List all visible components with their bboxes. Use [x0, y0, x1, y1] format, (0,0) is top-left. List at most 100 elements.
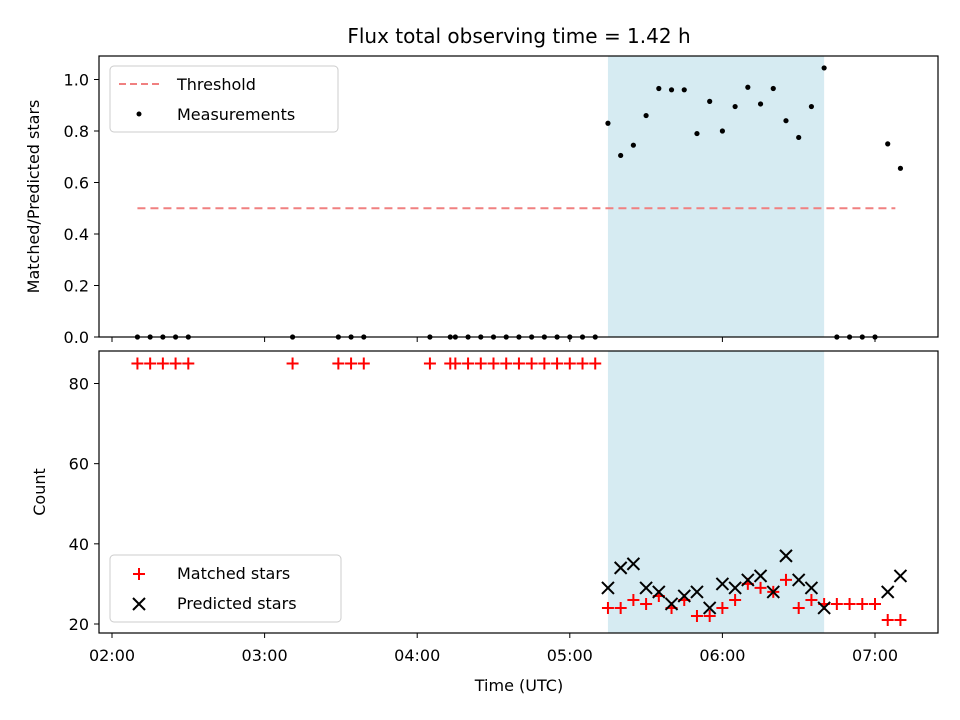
chart-title: Flux total observing time = 1.42 h: [347, 24, 690, 48]
y-tick-label: 0.6: [64, 174, 89, 193]
y-tick-label: 0.2: [64, 277, 89, 296]
bottom-legend: Matched stars Predicted stars: [109, 554, 342, 623]
matched-star-marker: [589, 357, 602, 370]
predicted-star-marker: [715, 577, 730, 591]
measurement-point: [885, 141, 891, 147]
top-y-axis-label: Matched/Predicted stars: [24, 100, 43, 294]
matched-star-marker: [703, 609, 716, 622]
predicted-star-marker: [766, 585, 780, 599]
predicted-star-marker: [791, 573, 806, 587]
predicted-star-marker: [677, 589, 691, 603]
top-x-tick-marks: [111, 337, 876, 342]
measurement-point: [783, 118, 789, 124]
measurement-points: [134, 65, 904, 340]
matched-star-marker: [449, 357, 462, 370]
predicted-star-marker: [690, 585, 704, 599]
x-tick-label: 07:00: [852, 646, 898, 665]
matched-star-marker: [881, 613, 894, 626]
measurement-point: [630, 142, 636, 148]
predicted-star-marker: [779, 549, 793, 563]
predicted-star-marker: [702, 601, 717, 615]
measurement-point: [681, 87, 687, 93]
predicted-star-marker: [817, 601, 831, 615]
y-tick-label: 0.0: [64, 328, 89, 347]
matched-star-marker: [779, 573, 792, 586]
matched-star-marker: [131, 357, 144, 370]
bottom-axes-frame: [98, 350, 939, 634]
predicted-star-marker: [804, 581, 819, 595]
legend-predicted-label: Predicted stars: [177, 594, 297, 613]
measurement-point: [656, 85, 662, 92]
matched-star-marker: [286, 357, 299, 370]
matched-star-marker: [538, 357, 551, 370]
x-tick-label: 06:00: [699, 646, 745, 665]
y-tick-label: 80: [69, 375, 89, 394]
legend-predicted-swatch: [132, 597, 146, 611]
matched-star-marker: [805, 593, 818, 606]
predicted-star-markers: [601, 549, 908, 615]
measurement-point: [897, 165, 904, 171]
y-tick-label: 0.4: [64, 225, 89, 244]
matched-star-marker: [627, 593, 640, 606]
x-tick-label: 04:00: [394, 646, 440, 665]
matched-star-marker: [856, 597, 869, 610]
y-tick-label: 40: [69, 535, 89, 554]
matched-star-marker: [869, 597, 881, 610]
predicted-star-marker: [626, 557, 641, 571]
top-y-ticks: 0.0 0.2 0.4 0.6 0.8 1.0: [64, 71, 99, 347]
matched-star-marker: [332, 357, 345, 370]
top-highlight-span: [607, 56, 825, 337]
matched-star-marker: [792, 601, 805, 614]
measurement-point: [719, 128, 726, 134]
matched-star-marker: [640, 597, 653, 610]
matched-star-marker: [474, 357, 487, 370]
predicted-star-marker: [652, 585, 666, 599]
matched-star-marker: [830, 597, 843, 610]
predicted-star-marker: [639, 581, 653, 595]
matched-star-marker: [156, 357, 169, 370]
matched-star-marker: [462, 357, 475, 370]
matched-star-marker: [894, 613, 907, 626]
top-panel: 0.0 0.2 0.4 0.6 0.8 1.0 Matched/Predicted sta…: [24, 55, 939, 347]
matched-star-marker: [345, 357, 358, 370]
bottom-x-ticks: 02:00 03:00 04:00 05:00 06:00 07:00: [89, 633, 898, 665]
measurement-point: [668, 87, 675, 93]
measurement-point: [757, 101, 764, 107]
matched-star-marker: [614, 601, 627, 614]
matched-star-marker: [563, 357, 576, 370]
predicted-star-marker: [728, 581, 742, 595]
measurement-point: [770, 85, 776, 92]
legend-threshold-label: Threshold: [176, 75, 256, 94]
matched-star-marker: [551, 357, 564, 370]
matched-star-marker: [144, 357, 157, 370]
matched-star-marker: [576, 357, 589, 370]
matched-star-marker: [843, 597, 856, 610]
predicted-star-marker: [881, 585, 895, 599]
predicted-star-marker: [613, 561, 628, 575]
measurement-point: [605, 120, 611, 126]
matched-star-marker: [690, 609, 703, 622]
matched-star-marker: [729, 593, 742, 606]
x-tick-label: 05:00: [547, 646, 593, 665]
measurement-point: [732, 103, 738, 110]
measurement-point: [821, 65, 827, 71]
matched-star-marker: [500, 357, 513, 370]
matched-star-marker: [525, 357, 538, 370]
matched-star-marker: [754, 581, 767, 594]
measurement-point: [796, 134, 802, 141]
predicted-star-marker: [753, 569, 768, 583]
legend-matched-label: Matched stars: [177, 564, 290, 583]
bottom-highlight-span: [607, 351, 825, 633]
y-tick-label: 60: [69, 455, 89, 474]
matched-star-marker: [423, 357, 436, 370]
predicted-star-marker: [601, 581, 615, 595]
measurement-point: [808, 103, 815, 110]
y-tick-label: 0.8: [64, 122, 89, 141]
x-axis-label: Time (UTC): [474, 676, 563, 695]
measurement-point: [745, 84, 751, 90]
x-tick-label: 03:00: [242, 646, 288, 665]
legend-measurements-label: Measurements: [177, 105, 295, 124]
bottom-y-ticks: 20 40 60 80: [69, 375, 99, 634]
